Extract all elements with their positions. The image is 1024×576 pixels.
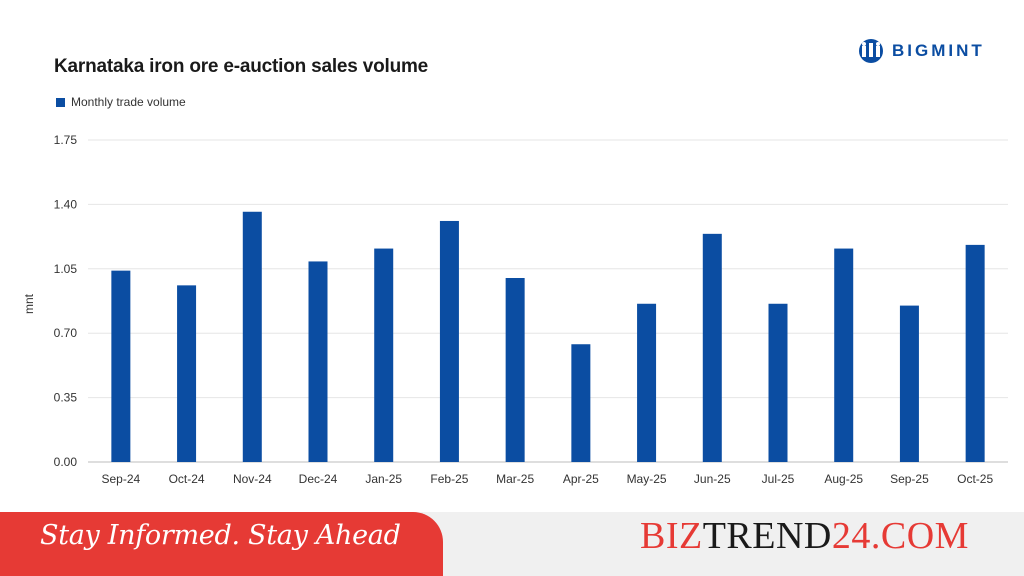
site-name-part-2: TREND — [702, 515, 832, 557]
x-tick-label: Sep-25 — [890, 472, 929, 486]
logo-text: BIGMINT — [892, 41, 985, 60]
bar-oct-25 — [965, 244, 985, 462]
x-tick-label: Jul-25 — [762, 472, 795, 486]
legend-swatch — [56, 97, 65, 107]
site-name-part-1: BIZ — [640, 515, 703, 557]
bar-chart: 0.00 0.35 0.70 1.05 1.40 1.75 Sep-24 Oct-24 Nov… — [22, 133, 1008, 486]
bar-sep-24 — [111, 270, 131, 462]
x-tick-label: Oct-25 — [957, 472, 993, 486]
chart-title: Karnataka iron ore e-auction sales volum… — [54, 56, 429, 77]
x-tick-label: Sep-24 — [102, 472, 141, 486]
y-tick-label: 1.40 — [54, 197, 78, 211]
bar-jun-25 — [702, 233, 722, 462]
legend-label: Monthly trade volume — [71, 95, 186, 109]
x-tick-label: Dec-24 — [299, 472, 338, 486]
bigmint-logo-icon — [859, 39, 883, 63]
bar-jan-25 — [374, 248, 394, 462]
bigmint-logo: BIGMINT — [856, 38, 985, 64]
x-tick-label: Jun-25 — [694, 472, 731, 486]
bar-oct-24 — [177, 285, 197, 462]
bar-dec-24 — [308, 261, 328, 462]
x-tick-label: Nov-24 — [233, 472, 272, 486]
y-axis-label: mnt — [22, 293, 36, 314]
x-tick-label: Feb-25 — [430, 472, 468, 486]
bar-sep-25 — [899, 305, 919, 462]
gridlines — [88, 139, 1008, 463]
bar-feb-25 — [439, 220, 459, 462]
bar-aug-25 — [834, 248, 854, 462]
footer-tagline: Stay Informed. Stay Ahead — [40, 520, 401, 551]
bar-mar-25 — [505, 278, 525, 462]
footer-site-link[interactable]: BIZTREND24.COM — [640, 514, 969, 558]
y-tick-label: 0.70 — [54, 326, 78, 340]
y-tick-label: 0.00 — [54, 455, 78, 469]
y-tick-label: 1.75 — [54, 133, 78, 147]
x-tick-label: Jan-25 — [365, 472, 402, 486]
bar-may-25 — [637, 303, 657, 462]
x-tick-label: Oct-24 — [169, 472, 205, 486]
y-tick-label: 1.05 — [54, 262, 78, 276]
bar-apr-25 — [571, 344, 591, 462]
bar-nov-24 — [242, 211, 262, 462]
y-axis-ticks: 0.00 0.35 0.70 1.05 1.40 1.75 — [54, 133, 78, 469]
x-tick-label: May-25 — [627, 472, 667, 486]
bars — [111, 211, 985, 462]
footer-banner — [0, 512, 443, 576]
x-tick-label: Apr-25 — [563, 472, 599, 486]
x-axis-ticks: Sep-24 Oct-24 Nov-24 Dec-24 Jan-25 Feb-25 Mar-… — [102, 472, 994, 486]
chart-legend: Monthly trade volume — [56, 95, 186, 109]
x-tick-label: Mar-25 — [496, 472, 534, 486]
bar-jul-25 — [768, 303, 788, 462]
x-tick-label: Aug-25 — [824, 472, 863, 486]
site-name-part-3: 24.COM — [831, 515, 969, 557]
y-tick-label: 0.35 — [54, 391, 78, 405]
